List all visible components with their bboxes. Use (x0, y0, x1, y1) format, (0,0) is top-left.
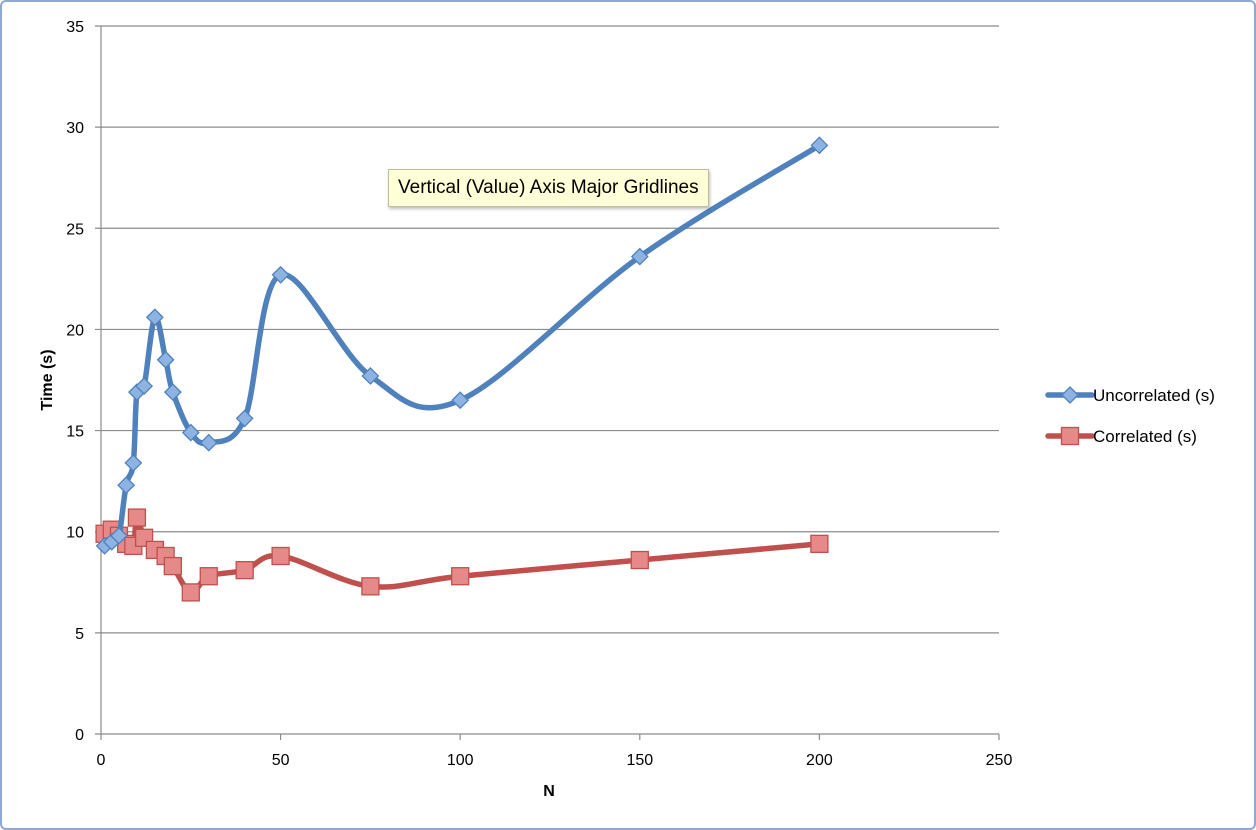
y-tick-label-35: 35 (66, 19, 84, 36)
y-axis-tick-labels: 0 5 10 15 20 25 30 35 (66, 19, 84, 744)
data-point-uncorrelated-15[interactable] (451, 391, 470, 410)
data-point-uncorrelated-2[interactable] (110, 526, 128, 545)
x-axis-tick-labels: 0 50 100 150 200 250 (97, 752, 1013, 769)
data-point-correlated-10[interactable] (181, 583, 200, 602)
y-tick-label-15: 15 (66, 424, 84, 441)
data-series[interactable] (95, 136, 829, 602)
legend[interactable]: Uncorrelated (s) Correlated (s) (1045, 386, 1215, 446)
data-point-correlated-15[interactable] (451, 567, 470, 586)
data-point-uncorrelated-13[interactable] (271, 265, 290, 284)
x-tick-label-200: 200 (806, 752, 833, 769)
x-tick-label-150: 150 (626, 752, 653, 769)
x-axis-title: N (543, 783, 555, 800)
data-point-uncorrelated-8[interactable] (156, 350, 175, 369)
data-point-correlated-16[interactable] (630, 550, 649, 570)
x-tick-label-250: 250 (986, 752, 1013, 769)
x-tick-label-0: 0 (97, 752, 106, 769)
data-point-uncorrelated-3[interactable] (117, 476, 136, 495)
data-point-uncorrelated-11[interactable] (199, 433, 218, 452)
gridlines-tooltip: Vertical (Value) Axis Major Gridlines (388, 169, 709, 207)
data-point-correlated-11[interactable] (199, 567, 218, 586)
legend-marker-correlated[interactable] (1060, 426, 1080, 446)
series-correlated[interactable] (95, 508, 829, 602)
data-point-uncorrelated-9[interactable] (163, 383, 182, 402)
vertical-value-axis-major-gridlines[interactable] (95, 25, 999, 634)
legend-marker-uncorrelated[interactable] (1061, 386, 1079, 404)
legend-entry-uncorrelated[interactable]: Uncorrelated (s) (1045, 386, 1215, 405)
data-point-correlated-17[interactable] (810, 534, 829, 554)
data-point-uncorrelated-14[interactable] (361, 367, 380, 385)
data-point-uncorrelated-7[interactable] (145, 308, 164, 327)
axes (95, 26, 1000, 740)
y-tick-label-0: 0 (75, 727, 84, 744)
y-axis-title: Time (s) (39, 349, 56, 410)
data-point-uncorrelated-10[interactable] (181, 423, 200, 442)
data-point-uncorrelated-16[interactable] (630, 247, 649, 266)
data-point-uncorrelated-4[interactable] (124, 454, 143, 472)
data-point-correlated-9[interactable] (163, 556, 182, 576)
legend-label-uncorrelated: Uncorrelated (s) (1093, 386, 1215, 405)
y-tick-label-30: 30 (66, 120, 84, 137)
data-point-correlated-13[interactable] (271, 546, 290, 566)
y-tick-label-10: 10 (66, 525, 84, 542)
data-point-correlated-12[interactable] (235, 560, 254, 580)
y-tick-label-5: 5 (75, 626, 84, 643)
legend-entry-correlated[interactable]: Correlated (s) (1045, 426, 1197, 446)
data-point-uncorrelated-6[interactable] (135, 377, 154, 395)
legend-label-correlated: Correlated (s) (1093, 427, 1197, 446)
series-uncorrelated[interactable] (95, 136, 829, 555)
data-point-correlated-5[interactable] (127, 508, 147, 527)
data-point-uncorrelated-12[interactable] (235, 409, 254, 428)
y-tick-label-20: 20 (66, 322, 84, 339)
x-tick-label-50: 50 (272, 752, 290, 769)
y-tick-label-25: 25 (66, 221, 84, 238)
data-point-uncorrelated-17[interactable] (810, 136, 829, 155)
data-point-correlated-14[interactable] (361, 577, 380, 596)
x-tick-label-100: 100 (447, 752, 474, 769)
